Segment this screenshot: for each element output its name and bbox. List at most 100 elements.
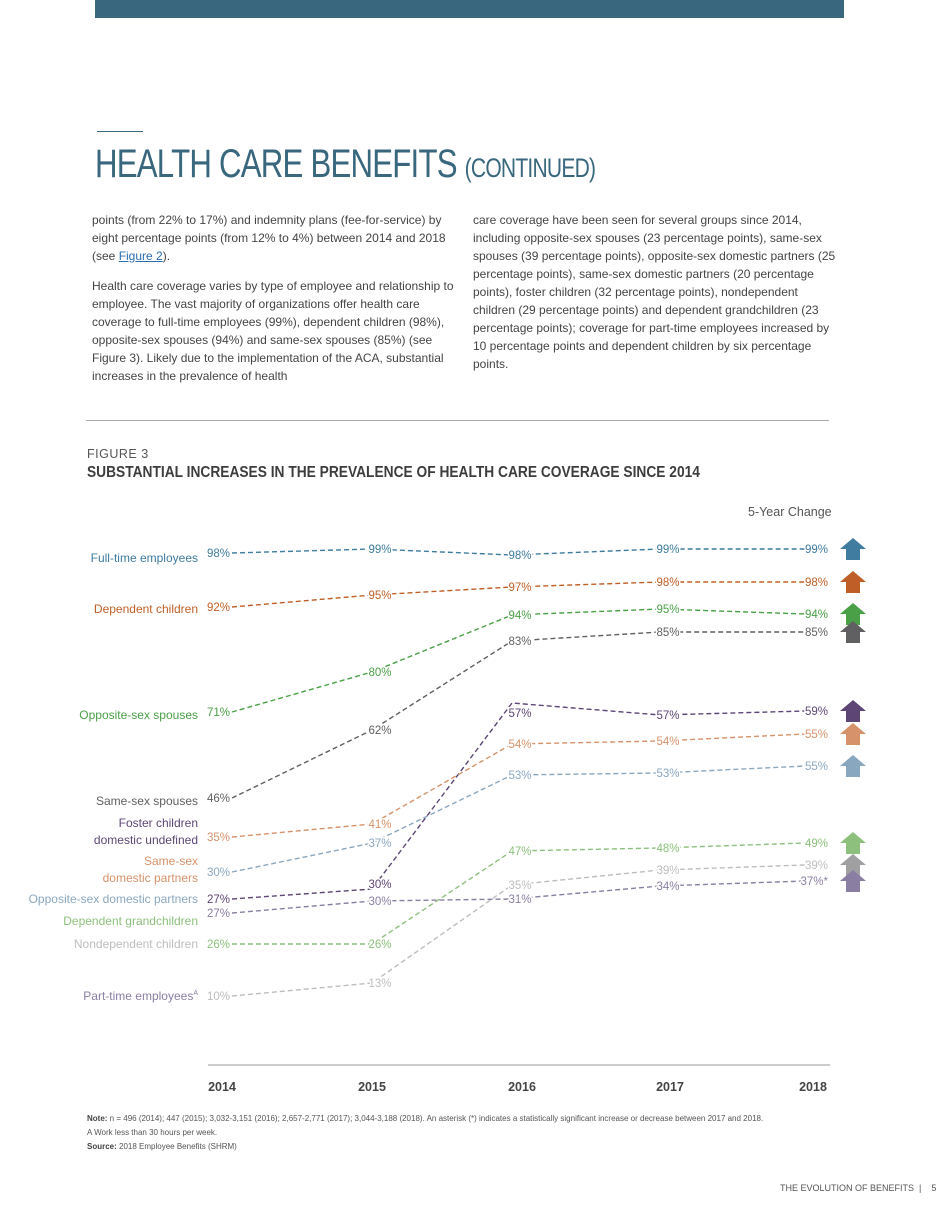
data-label: 80% — [368, 667, 391, 679]
figure-title: SUBSTANTIAL INCREASES IN THE PREVALENCE … — [87, 464, 700, 481]
series-line — [231, 765, 806, 873]
data-label: 47% — [508, 846, 531, 858]
data-label: 98% — [656, 577, 679, 589]
data-label: 55% — [805, 729, 828, 741]
data-label: 37%* — [801, 876, 829, 888]
data-label: 54% — [508, 739, 531, 751]
footnote: A Work less than 30 hours per week. — [87, 1128, 218, 1137]
series-line — [231, 608, 806, 713]
data-label: 49% — [805, 838, 828, 850]
source-label: Source: — [87, 1142, 117, 1151]
up-arrow-icon — [840, 854, 866, 876]
up-arrow-icon — [840, 870, 866, 892]
data-label: 94% — [805, 609, 828, 621]
data-label: 92% — [207, 602, 230, 614]
series-name-label: Dependent grandchildren — [63, 914, 198, 928]
figure-label: FIGURE 3 — [87, 447, 149, 461]
series-line — [231, 702, 806, 900]
data-label: 30% — [368, 879, 391, 891]
series-name-label: domestic undefined — [94, 833, 198, 847]
data-label: 83% — [508, 636, 531, 648]
data-label: 99% — [805, 544, 828, 556]
data-label: 35% — [207, 832, 230, 844]
series-name-label: Dependent children — [94, 602, 198, 616]
data-label: 31% — [508, 894, 531, 906]
up-arrow-icon — [840, 700, 866, 722]
series-name-label: Nondependent children — [74, 937, 198, 951]
data-label: 94% — [508, 610, 531, 622]
five-year-change-header: 5-Year Change — [748, 505, 832, 519]
data-label: 48% — [656, 843, 679, 855]
page-footer: THE EVOLUTION OF BENEFITS | 5 — [780, 1183, 937, 1193]
x-tick-label: 2016 — [508, 1080, 536, 1094]
text: ). — [162, 249, 171, 263]
data-label: 98% — [207, 548, 230, 560]
divider — [86, 420, 829, 421]
data-label: 10% — [207, 991, 230, 1003]
up-arrow-icon — [840, 538, 866, 560]
data-label: 95% — [656, 604, 679, 616]
source-text: 2018 Employee Benefits (SHRM) — [116, 1142, 237, 1151]
data-label: 53% — [508, 770, 531, 782]
up-arrow-icon — [840, 832, 866, 854]
data-label: 62% — [368, 725, 391, 737]
data-label: 37% — [368, 838, 391, 850]
data-label: 30% — [207, 867, 230, 879]
series-line — [231, 548, 805, 556]
data-label: 39% — [805, 860, 828, 872]
data-label: 27% — [207, 908, 230, 920]
text: points (from 22% to 17%) and indemnity p… — [92, 213, 446, 263]
data-label: 30% — [368, 896, 391, 908]
data-label: 27% — [207, 894, 230, 906]
series-name-label: Full-time employees — [91, 551, 198, 565]
notes: Note: n = 496 (2014); 447 (2015); 3,032-… — [87, 1112, 763, 1154]
figure-2-link[interactable]: Figure 2 — [118, 249, 163, 263]
series-line — [231, 864, 806, 997]
up-arrow-icon — [840, 603, 866, 625]
data-label: 35% — [508, 880, 531, 892]
series-line — [231, 631, 805, 799]
paragraph: points (from 22% to 17%) and indemnity p… — [92, 211, 462, 265]
paragraph: care coverage have been seen for several… — [473, 213, 836, 371]
up-arrow-icon — [840, 723, 866, 745]
data-label: 57% — [508, 708, 531, 720]
data-label: 39% — [656, 865, 679, 877]
data-label: 99% — [368, 544, 391, 556]
data-label: 26% — [368, 939, 391, 951]
title-main: HEALTH CARE BENEFITS — [95, 142, 458, 186]
series-line — [232, 842, 806, 945]
title-suffix: (CONTINUED) — [464, 153, 596, 183]
x-tick-label: 2014 — [208, 1080, 236, 1094]
series-name-label: Opposite-sex spouses — [79, 708, 198, 722]
data-label: 98% — [805, 577, 828, 589]
note-text: n = 496 (2014); 447 (2015); 3,032-3,151 … — [107, 1114, 764, 1123]
data-label: 53% — [656, 768, 679, 780]
series-name-label: Opposite-sex domestic partners — [29, 892, 198, 906]
series-name-label: Foster children — [119, 816, 198, 830]
paragraph: Health care coverage varies by type of e… — [92, 279, 454, 383]
data-label: 55% — [805, 761, 828, 773]
title-accent-rule — [97, 131, 143, 132]
note-label: Note: — [87, 1114, 108, 1123]
data-label: 13% — [368, 978, 391, 990]
body-column-right: care coverage have been seen for several… — [473, 211, 843, 385]
series-name-label: Same-sex spouses — [96, 794, 198, 808]
data-label: 71% — [207, 707, 230, 719]
x-tick-label: 2018 — [799, 1080, 827, 1094]
series-line — [231, 581, 805, 608]
data-label: 85% — [805, 627, 828, 639]
data-label: 57% — [656, 710, 679, 722]
data-label: 54% — [656, 736, 679, 748]
series-line — [231, 733, 806, 838]
x-tick-label: 2015 — [358, 1080, 386, 1094]
data-label: 34% — [656, 881, 679, 893]
up-arrow-icon — [840, 755, 866, 777]
data-label: 41% — [368, 819, 391, 831]
data-label: 98% — [508, 550, 531, 562]
series-line — [231, 880, 806, 914]
page-title: HEALTH CARE BENEFITS (CONTINUED) — [95, 142, 596, 187]
up-arrow-icon — [840, 621, 866, 643]
body-column-left: points (from 22% to 17%) and indemnity p… — [92, 211, 462, 397]
